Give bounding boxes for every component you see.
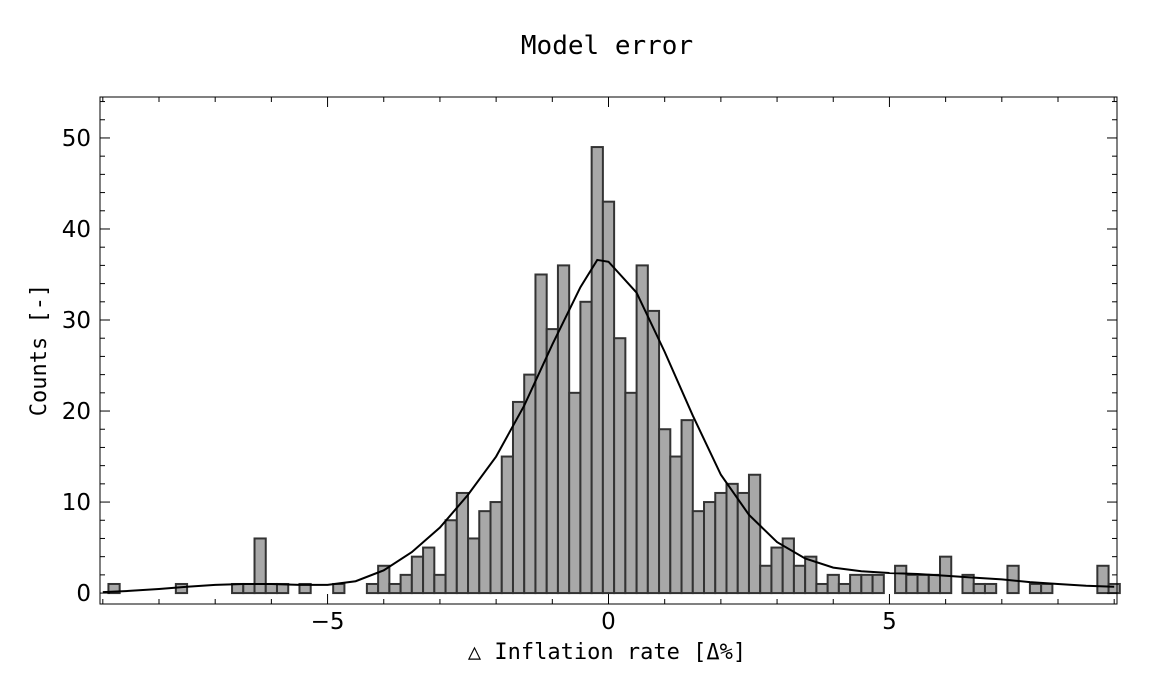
histogram-bar — [253, 537, 267, 595]
histogram-bar — [927, 573, 942, 595]
histogram-bar — [804, 555, 818, 595]
histogram-bar — [568, 391, 582, 595]
histogram-bar — [983, 582, 998, 595]
histogram-bar — [1028, 582, 1043, 595]
y-axis-label: Counts [-] — [27, 284, 52, 416]
histogram-bar — [444, 519, 458, 595]
histogram-bar — [264, 582, 278, 595]
histogram-bar — [849, 573, 863, 595]
histogram-bar — [399, 573, 413, 595]
histogram-bar — [759, 564, 773, 595]
histogram-bar — [703, 501, 717, 595]
histogram-bar — [747, 473, 762, 595]
histogram-bar — [916, 573, 930, 595]
histogram-bar — [826, 573, 840, 595]
histogram-bar — [792, 564, 807, 595]
histogram-bar — [455, 491, 470, 595]
histogram-bar — [815, 582, 829, 595]
histogram-bar — [365, 582, 380, 595]
histogram-bar — [388, 582, 402, 595]
histogram-bars — [107, 146, 1121, 595]
histogram-bar — [646, 309, 661, 595]
histogram-bar — [231, 582, 245, 595]
y-tick-label: 10 — [62, 490, 91, 516]
y-tick-label: 0 — [76, 581, 91, 607]
histogram-bar — [680, 419, 694, 595]
histogram-bar — [972, 582, 986, 595]
histogram-bar — [770, 546, 784, 595]
histogram-bar — [860, 573, 874, 595]
y-tick-label: 50 — [62, 126, 91, 152]
x-tick-labels: −5 0 5 — [311, 609, 897, 635]
histogram-bar — [332, 582, 346, 595]
histogram-bar — [410, 555, 425, 595]
histogram-bar — [107, 582, 121, 595]
histogram-bar — [467, 537, 481, 595]
histogram-bar — [433, 573, 447, 595]
y-tick-label: 40 — [62, 217, 91, 243]
x-tick-label: 0 — [601, 609, 616, 635]
histogram-bar — [691, 510, 706, 595]
histogram-bar — [377, 564, 391, 595]
histogram-bar — [489, 501, 503, 595]
chart-title: Model error — [521, 31, 693, 61]
histogram-bar — [534, 273, 548, 595]
histogram-bar — [1040, 582, 1054, 595]
histogram-bar — [579, 300, 593, 595]
histogram-bar — [658, 428, 672, 595]
histogram-bar — [894, 564, 908, 595]
histogram-bar — [174, 582, 189, 595]
histogram-bar — [242, 582, 256, 595]
histogram-bar — [523, 373, 537, 595]
histogram-bar — [714, 491, 728, 595]
histogram-bar — [905, 573, 919, 595]
histogram-bar — [1096, 564, 1110, 595]
fit-curve — [102, 258, 1115, 594]
histogram-bar — [871, 573, 885, 595]
x-tick-label: −5 — [311, 609, 345, 635]
y-tick-label: 20 — [62, 399, 91, 425]
y-tick-labels: 0 10 20 30 40 50 — [62, 126, 91, 607]
histogram-bar — [590, 146, 604, 595]
axis-ticks — [100, 97, 1117, 604]
histogram-bar — [545, 328, 559, 595]
histogram-bar — [511, 400, 526, 595]
histogram-bar — [422, 546, 436, 595]
histogram-bar — [624, 391, 638, 595]
histogram-bar — [669, 455, 683, 595]
histogram-bar — [1107, 582, 1121, 595]
y-tick-label: 30 — [62, 308, 91, 334]
x-axis-label: △ Inflation rate [Δ%] — [468, 640, 746, 665]
histogram-bar — [500, 455, 514, 595]
histogram-bar — [613, 337, 627, 595]
histogram-bar — [725, 482, 739, 595]
histogram-bar — [837, 582, 852, 595]
histogram-bar — [478, 510, 492, 595]
x-tick-label: 5 — [882, 609, 897, 635]
